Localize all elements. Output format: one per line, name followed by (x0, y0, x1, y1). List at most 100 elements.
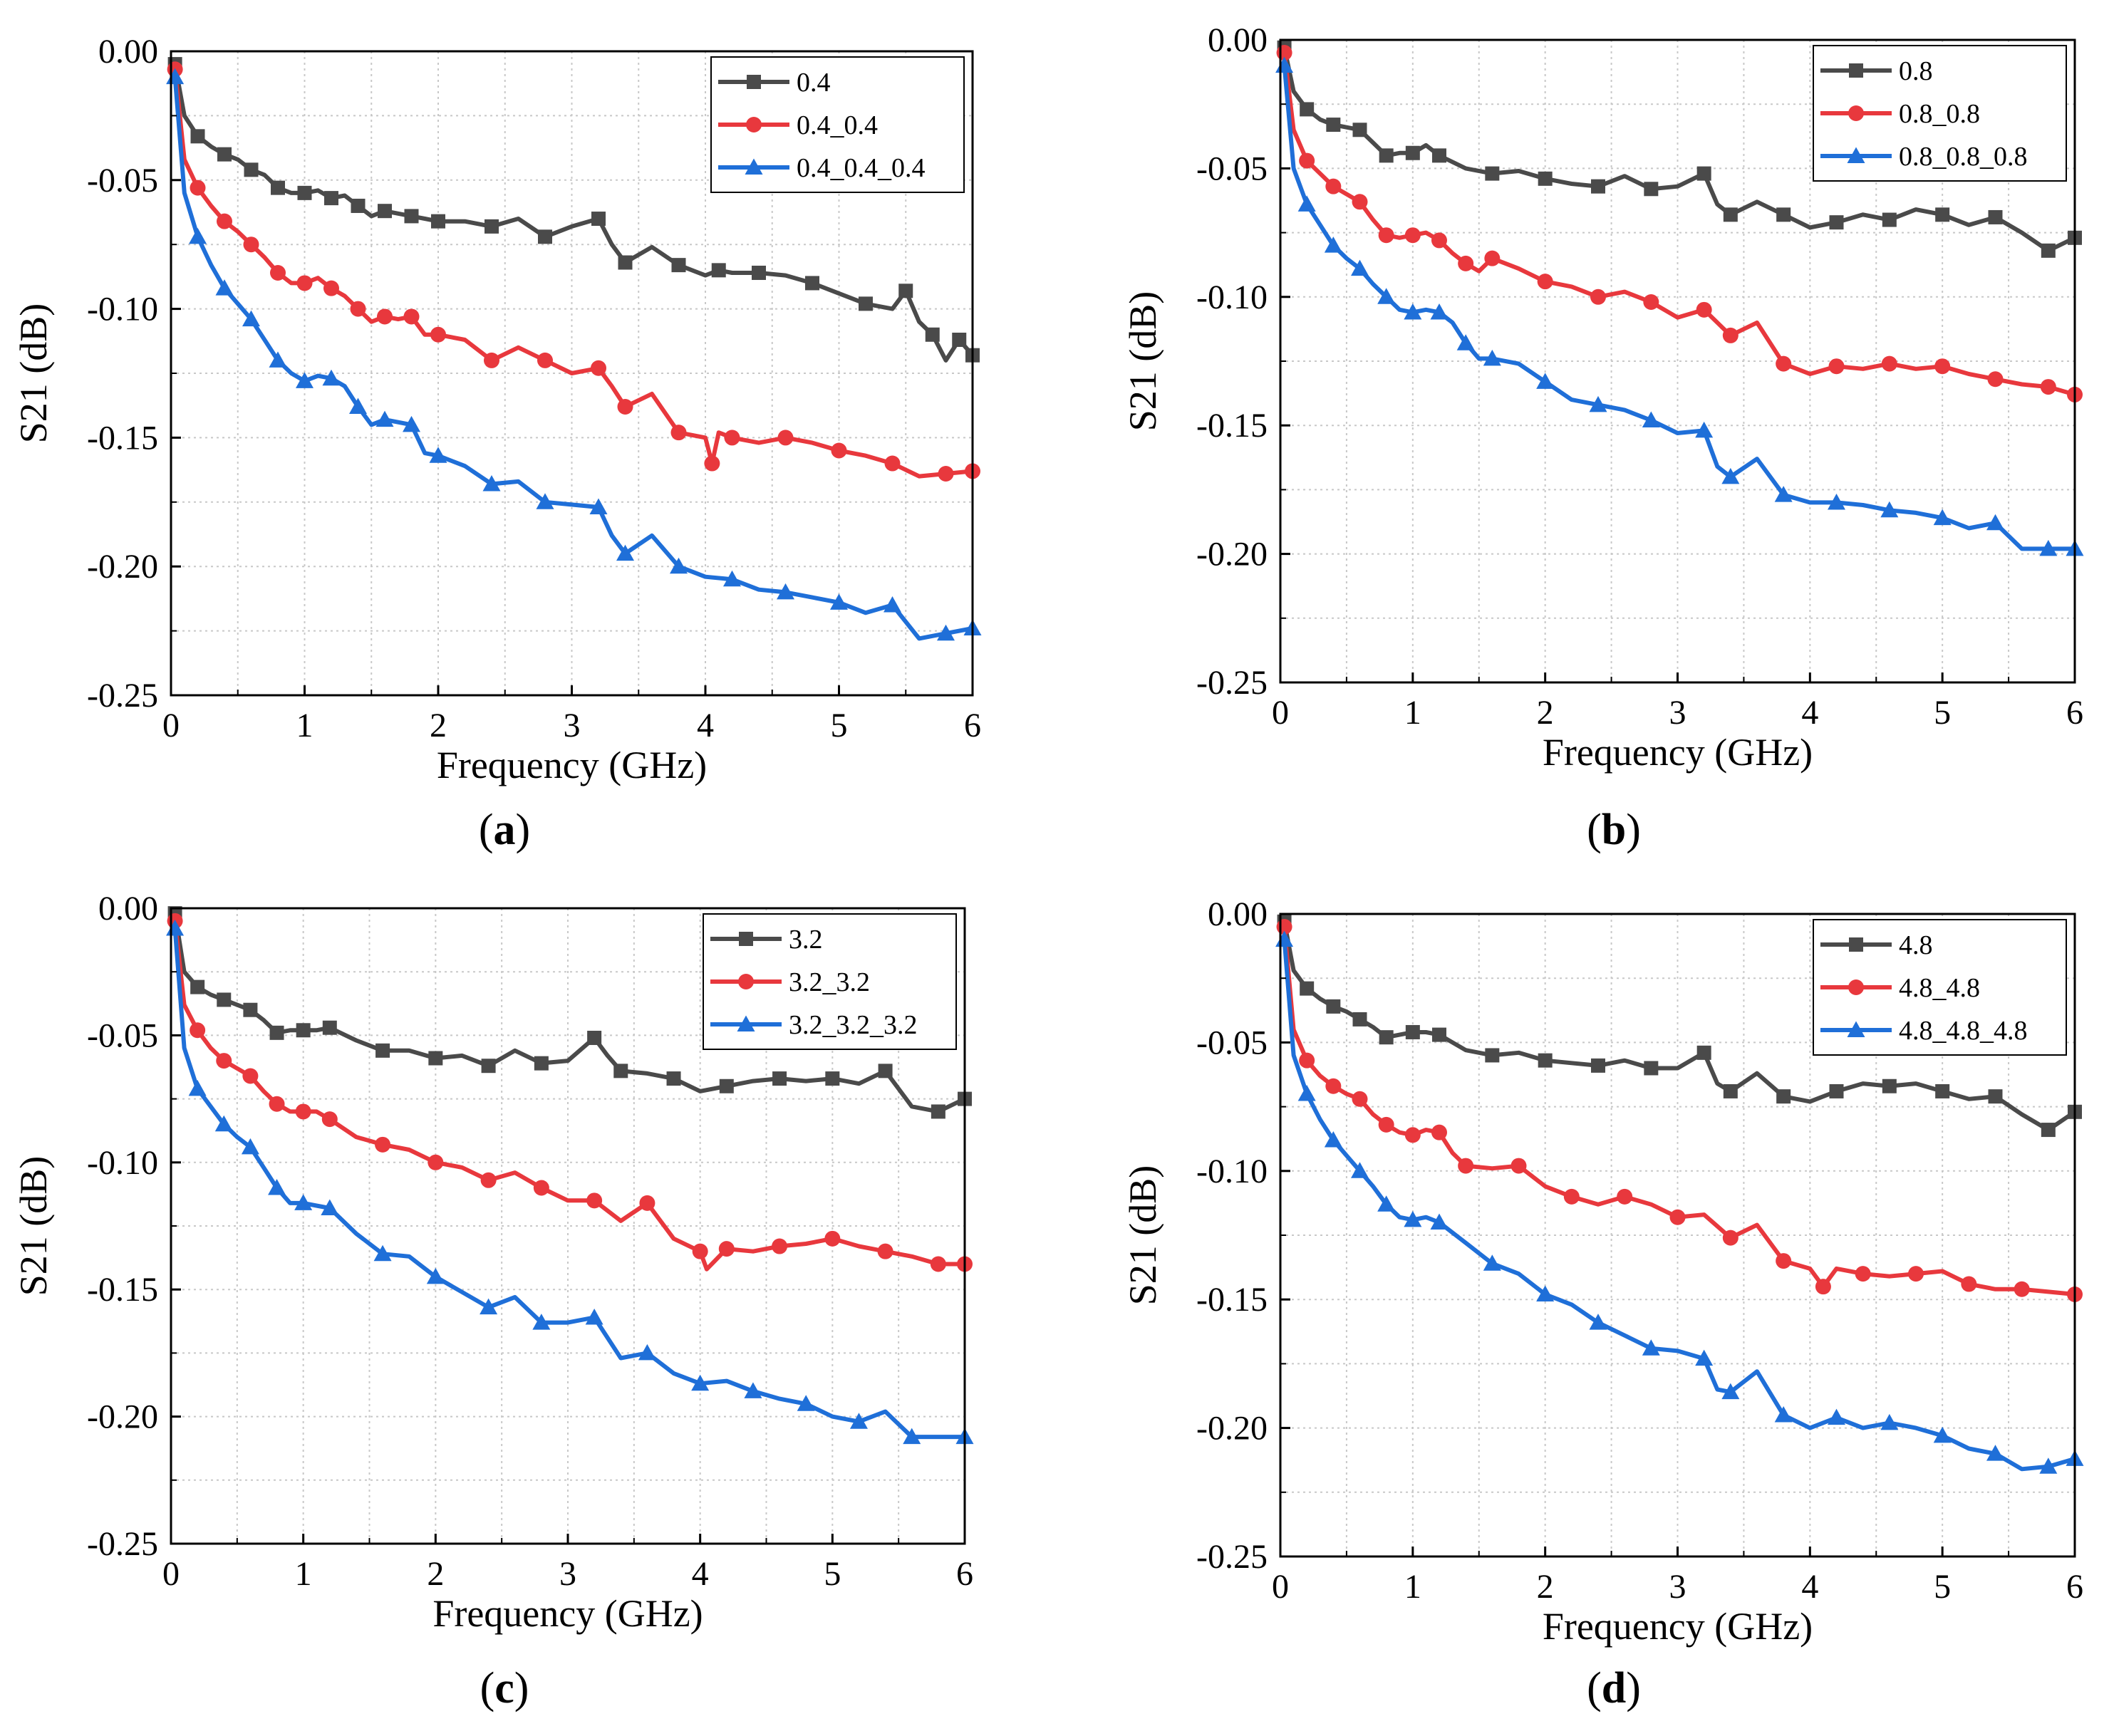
x-axis-title: Frequency (GHz) (437, 744, 707, 786)
data-point (296, 1023, 311, 1038)
data-point (670, 425, 687, 441)
data-point (1696, 1045, 1711, 1060)
data-point (241, 1138, 259, 1155)
data-point (1617, 1188, 1633, 1205)
data-point (772, 1238, 788, 1254)
data-point (480, 1172, 497, 1188)
data-point (1458, 255, 1474, 271)
data-point (1935, 207, 1950, 222)
data-point (1669, 1209, 1686, 1225)
y-tick-label: -0.10 (1196, 279, 1268, 316)
data-point (1987, 371, 2004, 388)
data-point (752, 265, 766, 280)
series-line (1282, 63, 2077, 551)
data-point (1536, 373, 1555, 389)
legend-swatch-marker (1849, 937, 1863, 952)
data-point (404, 209, 419, 224)
legend-label: 4.8_4.8 (1899, 973, 1980, 1003)
data-point (1563, 1188, 1580, 1205)
x-tick-label: 4 (697, 707, 714, 744)
data-point (190, 180, 206, 196)
data-point (805, 276, 819, 291)
x-tick-label: 5 (831, 707, 848, 744)
data-point (1961, 1276, 1977, 1292)
data-point (585, 1308, 603, 1325)
series-3.2_3.2 (167, 913, 973, 1272)
data-point (1538, 171, 1553, 186)
data-point (1430, 1213, 1449, 1230)
data-point (243, 237, 259, 253)
data-point (484, 352, 499, 368)
series-4.8 (1277, 914, 2082, 1138)
legend-label: 3.2_3.2 (789, 967, 870, 997)
data-point (242, 310, 260, 327)
data-point (591, 360, 606, 376)
data-point (898, 284, 913, 298)
data-point (244, 162, 259, 177)
x-axis-title: Frequency (GHz) (432, 1592, 703, 1635)
legend-label: 4.8 (1899, 930, 1933, 960)
data-point (268, 1178, 286, 1195)
panel-a: 0 1 2 3 4 5 6 0.00 -0.05 -0.10 -0.15 -0.20 -0.25 Freq… (12, 33, 982, 854)
data-point (1483, 349, 1501, 366)
data-point (2041, 1123, 2056, 1138)
caption-open-paren: ( (1587, 1664, 1602, 1712)
data-point (1458, 1158, 1474, 1174)
data-point (1430, 303, 1449, 320)
panel-caption: (a) (479, 806, 530, 854)
y-tick-label: -0.05 (1196, 1024, 1268, 1061)
data-point (1297, 1085, 1316, 1101)
data-point (797, 1395, 815, 1411)
data-point (1642, 1339, 1660, 1356)
caption-open-paren: ( (1587, 806, 1602, 854)
data-point (2039, 539, 2058, 556)
data-point (1591, 179, 1605, 194)
caption-letter: c (494, 1664, 514, 1712)
x-tick-label: 2 (1537, 1568, 1554, 1606)
data-point (2014, 1281, 2030, 1297)
caption-letter: b (1602, 806, 1626, 854)
x-tick-label: 2 (1537, 694, 1554, 732)
data-point (537, 352, 553, 368)
data-point (1537, 274, 1553, 290)
x-tick-label: 4 (1801, 1568, 1818, 1606)
caption-letter: d (1602, 1664, 1626, 1712)
data-point (704, 455, 720, 472)
data-point (1695, 1349, 1714, 1366)
y-tick-label: -0.10 (87, 291, 158, 328)
x-tick-label: 5 (824, 1555, 841, 1593)
data-point (825, 1071, 840, 1086)
data-point (937, 624, 955, 641)
data-point (1324, 237, 1342, 253)
x-tick-label: 1 (1404, 1568, 1421, 1606)
data-point (1297, 195, 1316, 212)
data-point (718, 1241, 735, 1257)
data-point (482, 474, 501, 492)
data-point (1484, 250, 1501, 266)
legend-label: 0.8 (1899, 56, 1933, 86)
series-0.4_0.4 (167, 61, 980, 482)
legend-label: 3.2_3.2_3.2 (789, 1010, 918, 1040)
data-point (1432, 148, 1446, 163)
data-point (1431, 1124, 1447, 1140)
y-tick-label: 0.00 (98, 33, 158, 71)
data-point (1379, 148, 1394, 163)
legend-label: 0.8_0.8 (1899, 99, 1980, 129)
data-point (1378, 1116, 1394, 1133)
data-point (1642, 411, 1660, 427)
data-point (324, 191, 338, 206)
data-point (777, 583, 794, 600)
data-point (1536, 1285, 1555, 1301)
data-point (719, 1078, 734, 1093)
legend-swatch-marker (739, 932, 753, 946)
data-point (670, 557, 688, 574)
data-point (1933, 509, 1952, 526)
data-point (321, 1199, 339, 1216)
data-point (1908, 1266, 1924, 1282)
data-point (1721, 467, 1740, 484)
y-axis-title: S21 (dB) (12, 303, 55, 444)
x-tick-label: 4 (1801, 694, 1818, 732)
x-tick-label: 0 (1272, 1568, 1289, 1606)
data-point (1325, 178, 1342, 194)
data-point (1882, 1078, 1897, 1093)
